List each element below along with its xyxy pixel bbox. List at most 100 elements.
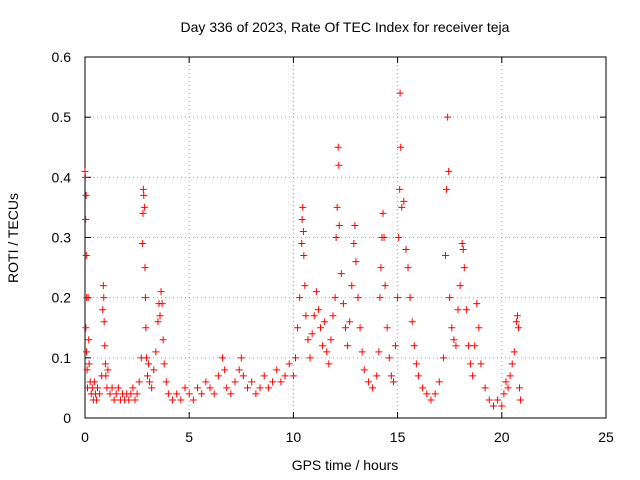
data-point [223, 384, 231, 392]
data-point [299, 203, 307, 211]
data-point [231, 378, 239, 386]
data-point [237, 354, 245, 362]
data-point [142, 324, 150, 332]
data-point [158, 300, 166, 308]
data-point [82, 324, 90, 332]
data-point [414, 372, 422, 380]
data-point [99, 282, 107, 290]
data-point [291, 354, 299, 362]
data-point [344, 342, 352, 350]
data-point [296, 294, 304, 302]
data-point [373, 372, 381, 380]
data-point [177, 396, 185, 404]
data-point [381, 282, 389, 290]
data-point [277, 378, 285, 386]
data-point [157, 288, 165, 296]
data-point [351, 221, 359, 229]
data-point [350, 240, 358, 248]
data-point [300, 252, 308, 260]
data-point [304, 336, 312, 344]
data-point [99, 306, 107, 314]
data-point [337, 270, 345, 278]
data-point [131, 396, 139, 404]
y-tick-label: 0 [63, 410, 71, 426]
data-point [394, 294, 402, 302]
data-point [494, 396, 502, 404]
data-point [189, 396, 197, 404]
y-axis-title: ROTI / TECUs [5, 193, 21, 283]
data-point [139, 209, 147, 217]
data-point [333, 203, 341, 211]
data-point [396, 185, 404, 193]
grid-lines [85, 57, 606, 418]
data-point [327, 336, 335, 344]
data-point [510, 348, 518, 356]
data-point [404, 264, 412, 272]
data-point [379, 209, 387, 217]
data-point [106, 390, 114, 398]
data-point [256, 384, 264, 392]
data-point [354, 294, 362, 302]
x-axis-title: GPS time / hours [292, 457, 399, 473]
data-point [383, 324, 391, 332]
data-point [81, 167, 89, 175]
data-point [462, 306, 470, 314]
data-point [90, 378, 98, 386]
data-point [377, 264, 385, 272]
data-point [135, 378, 143, 386]
data-point [162, 378, 170, 386]
data-point [513, 312, 521, 320]
data-point [339, 300, 347, 308]
data-point [142, 354, 150, 362]
data-point [314, 306, 322, 314]
data-point [145, 360, 153, 368]
data-point [299, 227, 307, 235]
data-point [83, 366, 91, 374]
x-tick-label: 25 [598, 429, 614, 445]
data-point [460, 264, 468, 272]
data-point [346, 318, 354, 326]
data-point [325, 360, 333, 368]
data-point [319, 342, 327, 350]
data-point [446, 294, 454, 302]
data-point [82, 191, 90, 199]
data-point [329, 312, 337, 320]
data-point [456, 282, 464, 290]
data-point [140, 203, 148, 211]
data-point [252, 390, 260, 398]
data-point [139, 185, 147, 193]
data-point [148, 384, 156, 392]
data-point [332, 234, 340, 241]
data-point [160, 360, 168, 368]
data-point [369, 384, 377, 392]
data-point [358, 348, 366, 356]
data-point [100, 294, 108, 302]
data-point [96, 390, 104, 398]
data-point [169, 396, 177, 404]
y-tick-label: 0.2 [52, 290, 72, 306]
data-point [489, 402, 497, 410]
data-point [500, 390, 508, 398]
data-point [150, 366, 158, 374]
data-point [398, 203, 406, 211]
data-point [443, 185, 451, 193]
x-tick-label: 20 [494, 429, 510, 445]
data-point [82, 215, 90, 223]
data-point [156, 312, 164, 320]
data-point [289, 372, 297, 380]
data-point [512, 318, 520, 326]
data-point [312, 288, 320, 296]
data-point [269, 378, 277, 386]
data-point [380, 234, 388, 241]
data-point [450, 336, 458, 344]
data-point [264, 384, 272, 392]
data-point [219, 354, 227, 362]
x-tick-label: 5 [185, 429, 193, 445]
data-point [152, 348, 160, 356]
data-point [144, 372, 152, 380]
data-point [419, 384, 427, 392]
data-point [321, 318, 329, 326]
data-points [81, 89, 525, 410]
data-point [108, 384, 116, 392]
data-point [516, 384, 524, 392]
